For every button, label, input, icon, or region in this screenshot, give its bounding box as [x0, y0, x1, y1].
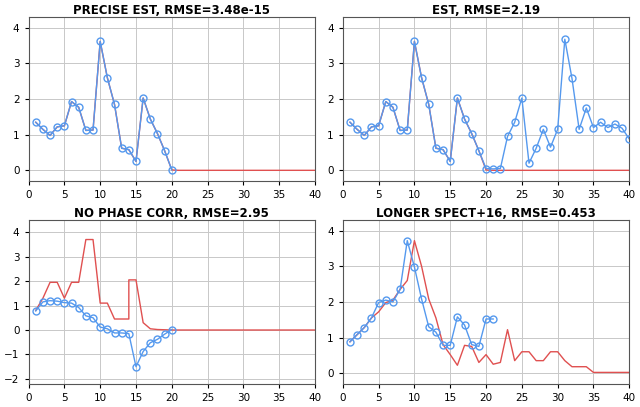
Title: NO PHASE CORR, RMSE=2.95: NO PHASE CORR, RMSE=2.95 — [74, 207, 269, 220]
Title: LONGER SPECT+16, RMSE=0.453: LONGER SPECT+16, RMSE=0.453 — [376, 207, 596, 220]
Title: EST, RMSE=2.19: EST, RMSE=2.19 — [432, 4, 540, 17]
Title: PRECISE EST, RMSE=3.48e-15: PRECISE EST, RMSE=3.48e-15 — [74, 4, 270, 17]
